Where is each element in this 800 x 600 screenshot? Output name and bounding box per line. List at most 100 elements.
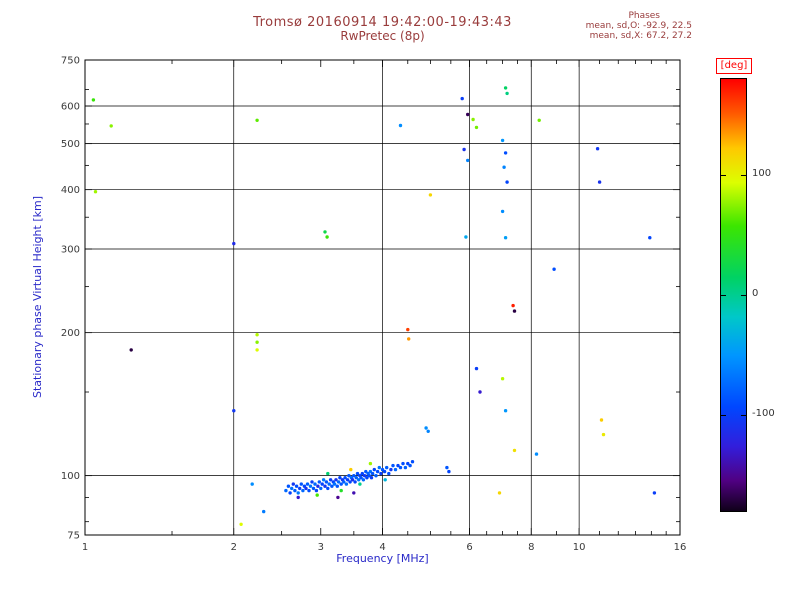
data-point <box>552 267 556 271</box>
data-point <box>332 482 337 486</box>
data-point <box>239 522 243 526</box>
data-point <box>349 467 353 472</box>
data-point <box>324 480 329 484</box>
data-point <box>466 112 470 117</box>
data-point <box>368 461 373 466</box>
data-point <box>410 460 415 464</box>
data-point <box>262 509 266 514</box>
colorbar-tick-label: 0 <box>752 288 759 299</box>
data-point <box>505 180 509 184</box>
data-point <box>503 236 508 240</box>
colorbar <box>720 78 747 512</box>
data-point <box>391 463 395 468</box>
data-point <box>445 465 449 470</box>
data-point <box>286 484 291 488</box>
data-point <box>328 478 333 482</box>
y-tick-label: 750 <box>61 56 80 67</box>
y-axis-label: Stationary phase Virtual Height [km] <box>31 195 44 399</box>
data-point <box>284 488 288 493</box>
data-point <box>512 448 517 453</box>
data-point <box>406 461 410 466</box>
data-point <box>345 478 350 482</box>
data-point <box>368 469 373 474</box>
x-tick-label: 10 <box>573 542 586 553</box>
data-point <box>326 471 330 476</box>
data-point <box>369 476 374 480</box>
colorbar-tick <box>721 414 726 416</box>
data-point <box>503 409 508 413</box>
data-point <box>255 340 259 344</box>
data-point <box>232 409 236 413</box>
y-tick-label: 200 <box>61 328 80 339</box>
colorbar-tick-label: 100 <box>752 168 772 179</box>
data-point <box>500 209 505 214</box>
data-point <box>109 124 113 128</box>
data-point <box>299 482 303 486</box>
data-point <box>347 474 351 478</box>
x-tick-label: 3 <box>318 542 324 553</box>
data-point <box>342 480 346 484</box>
data-point <box>308 484 313 488</box>
data-point <box>503 151 508 155</box>
data-point <box>474 125 479 130</box>
data-point <box>129 348 133 352</box>
data-point <box>382 469 387 474</box>
data-point <box>291 482 295 486</box>
colorbar-unit-label: [deg] <box>716 58 752 74</box>
data-point <box>250 482 254 486</box>
data-point <box>652 491 657 495</box>
data-point <box>357 478 361 482</box>
data-point <box>601 432 606 437</box>
data-point <box>350 478 355 482</box>
y-tick-label: 400 <box>61 185 80 196</box>
data-point <box>597 180 602 184</box>
data-point <box>396 463 400 468</box>
data-point <box>534 452 539 456</box>
data-point <box>500 138 505 143</box>
data-point <box>361 478 366 482</box>
data-point <box>339 488 343 493</box>
phase-stats-line-x: mean, sd,X: 67.2, 27.2 <box>589 31 692 41</box>
data-point <box>537 118 541 123</box>
data-point <box>447 469 451 474</box>
data-point <box>91 98 96 102</box>
data-point <box>255 333 259 337</box>
data-point <box>389 467 393 472</box>
data-point <box>317 480 321 484</box>
data-point <box>301 488 305 493</box>
x-tick-label: 4 <box>379 542 385 553</box>
data-point <box>298 486 302 491</box>
y-tick-label: 500 <box>61 139 80 150</box>
data-point <box>293 488 297 493</box>
data-point <box>321 478 326 482</box>
x-tick-label: 16 <box>674 542 687 553</box>
data-point <box>352 491 356 495</box>
data-point <box>255 348 259 352</box>
data-point <box>387 471 391 476</box>
data-point <box>359 476 363 480</box>
colorbar-tick <box>741 414 746 416</box>
data-point <box>471 117 475 122</box>
y-tick-label: 300 <box>61 245 80 256</box>
x-axis-label: Frequency [MHz] <box>336 552 429 565</box>
data-point <box>401 461 405 466</box>
x-tick-label: 2 <box>231 542 237 553</box>
data-point <box>365 476 369 480</box>
data-point <box>398 465 403 470</box>
data-point <box>288 491 292 495</box>
data-point <box>326 486 330 491</box>
data-point <box>403 465 408 470</box>
colorbar-tick-label: -100 <box>752 408 775 419</box>
data-point <box>336 495 340 500</box>
data-point <box>355 471 360 476</box>
data-point <box>290 486 294 491</box>
data-point <box>505 91 509 96</box>
data-point <box>398 123 403 128</box>
data-point <box>315 493 319 497</box>
data-point <box>334 478 338 482</box>
x-tick-label: 1 <box>82 542 88 553</box>
data-point <box>348 480 352 484</box>
data-point <box>408 463 412 468</box>
data-point <box>407 337 411 341</box>
